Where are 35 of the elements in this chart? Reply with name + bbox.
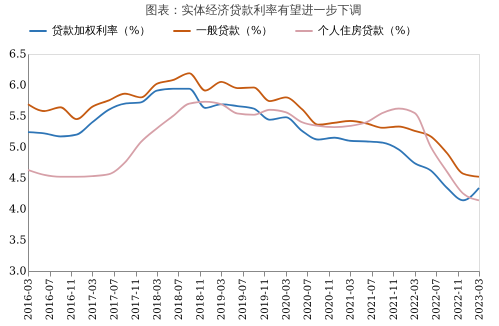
legend-label: 个人住房贷款（%）	[318, 24, 416, 37]
y-tick-label: 5.0	[9, 140, 26, 154]
y-tick-label: 4.5	[9, 172, 26, 184]
x-tick-label: 2017-07	[109, 278, 120, 320]
x-tick-label: 2019-03	[216, 278, 228, 320]
legend-label: 一般贷款（%）	[196, 24, 272, 37]
x-tick-label: 2021-03	[346, 278, 357, 320]
x-tick-label: 2021-07	[367, 278, 378, 320]
x-tick-label: 2019-07	[238, 278, 250, 320]
x-tick-label: 2022-07	[432, 278, 443, 320]
x-tick-label: 2016-11	[66, 278, 78, 320]
x-tick-label: 2020-11	[324, 278, 336, 320]
line-series	[27, 72, 480, 178]
x-tick-label: 2020-07	[302, 278, 314, 320]
chart-title: 图表：实体经济贷款利率有望进一步下调	[146, 3, 362, 17]
x-tick-label: 2018-11	[196, 278, 207, 320]
y-tick-label: 6.0	[9, 78, 26, 92]
x-tick-label: 2019-11	[260, 278, 271, 320]
x-tick-label: 2018-07	[174, 278, 185, 320]
y-tick-label: 3.0	[9, 264, 26, 278]
x-tick-label: 2018-03	[152, 278, 164, 320]
y-tick-label: 5.5	[9, 110, 26, 122]
x-tick-label: 2017-03	[88, 278, 99, 320]
y-tick-label: 4.0	[9, 202, 26, 216]
y-tick-label: 6.5	[9, 48, 26, 60]
x-tick-label: 2020-03	[281, 278, 292, 320]
x-tick-label: 2021-11	[388, 278, 400, 320]
x-tick-label: 2017-11	[131, 278, 142, 320]
legend-label: 贷款加权利率（%）	[52, 24, 150, 37]
y-tick-label: 3.5	[9, 234, 26, 246]
x-tick-label: 2022-11	[453, 278, 464, 320]
x-tick-label: 2016-07	[45, 278, 56, 320]
x-tick-label: 2016-03	[24, 278, 34, 320]
x-tick-label: 2023-03	[474, 278, 486, 320]
x-tick-label: 2022-03	[410, 278, 422, 320]
